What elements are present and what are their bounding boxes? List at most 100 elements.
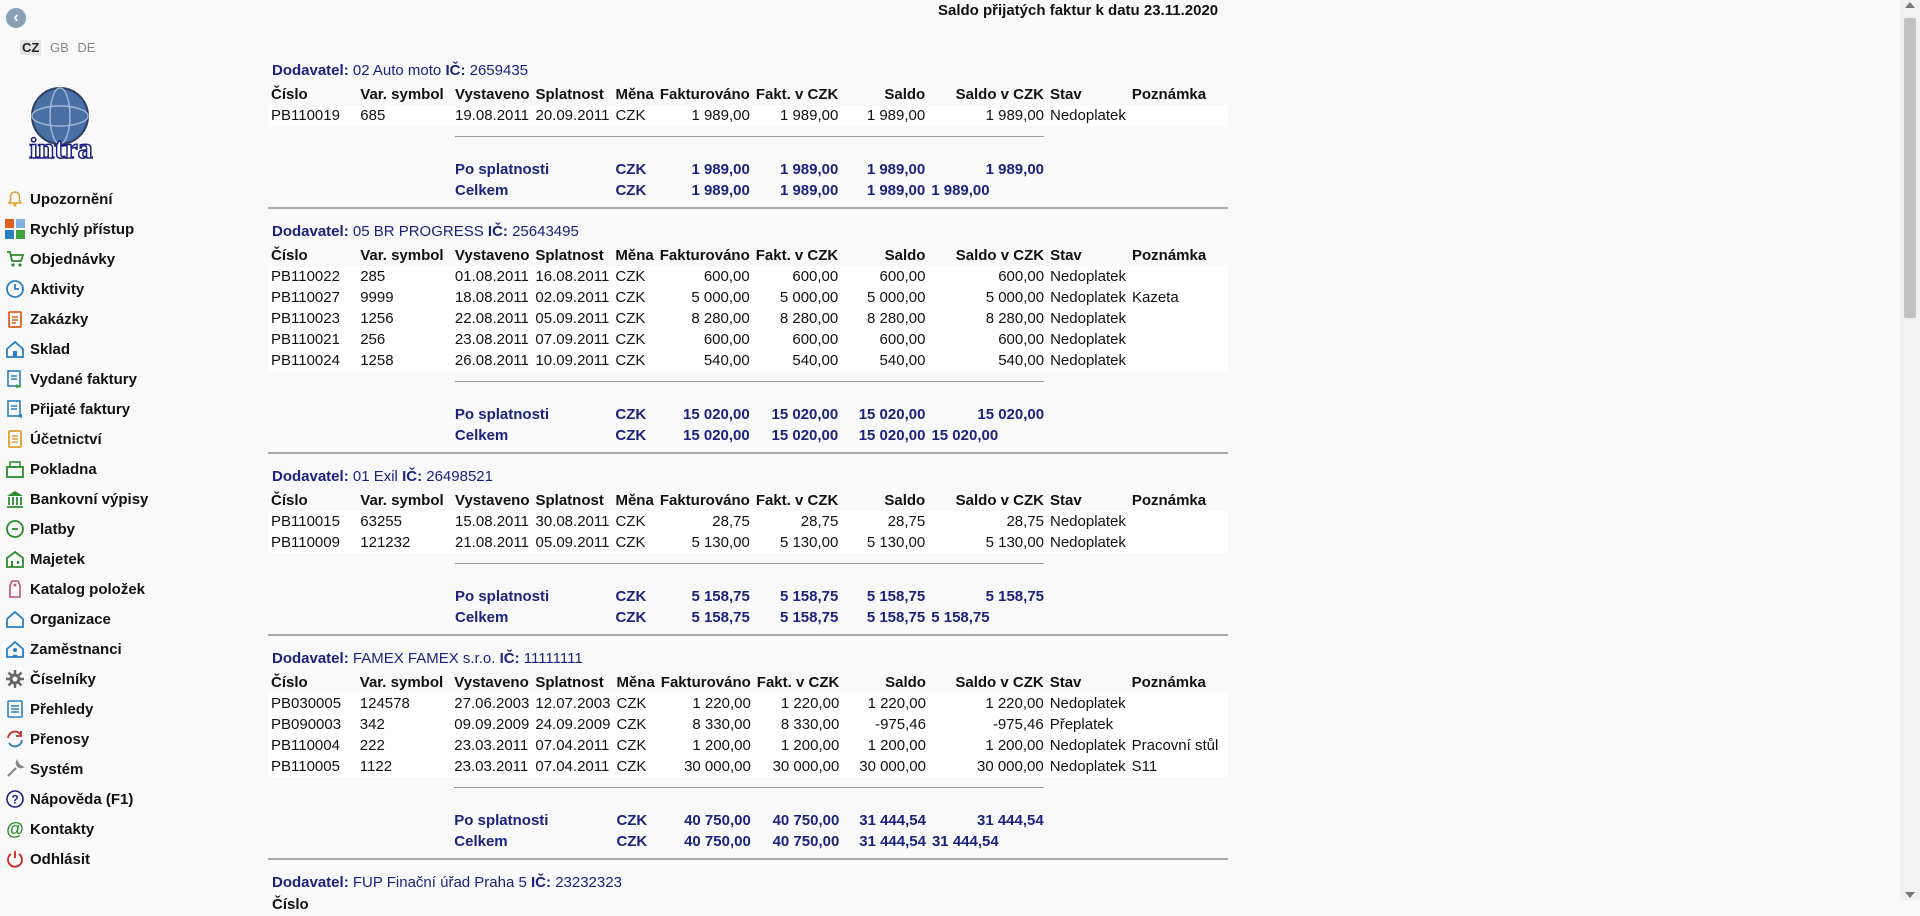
menu-item-15[interactable]: Zaměstnanci bbox=[4, 634, 148, 664]
table-row[interactable]: PB110009 121232 21.08.2011 05.09.2011 CZK 5 1… bbox=[268, 532, 1228, 553]
column-header[interactable]: Poznámka bbox=[1131, 492, 1207, 509]
column-header[interactable]: Vystaveno bbox=[454, 674, 529, 691]
column-header[interactable]: Měna bbox=[615, 86, 654, 103]
column-header[interactable]: Měna bbox=[615, 247, 654, 264]
menu-item-12[interactable]: Majetek bbox=[4, 544, 148, 574]
column-header[interactable]: Poznámka bbox=[1131, 247, 1207, 264]
menu-item-7[interactable]: Přijaté faktury bbox=[4, 394, 148, 424]
column-header[interactable]: Číslo bbox=[271, 247, 308, 264]
intra-logo[interactable]: intra bbox=[18, 84, 104, 166]
column-header[interactable]: Saldo v CZK bbox=[955, 674, 1044, 691]
column-header[interactable]: Var. symbol bbox=[360, 86, 444, 103]
column-header[interactable]: Var. symbol bbox=[360, 492, 444, 509]
summary-cell: 1 989,00 bbox=[866, 161, 926, 178]
column-header[interactable]: Číslo bbox=[271, 492, 308, 509]
table-row[interactable]: PB110005 1122 23.03.2011 07.04.2011 CZK 30 00… bbox=[268, 756, 1228, 777]
menu-item-8[interactable]: Účetnictví bbox=[4, 424, 148, 454]
column-header[interactable]: Fakt. v CZK bbox=[755, 86, 839, 103]
column-header[interactable]: Stav bbox=[1049, 674, 1082, 691]
column-header[interactable]: Číslo bbox=[271, 674, 308, 691]
scroll-up-arrow-icon[interactable] bbox=[1905, 2, 1915, 8]
column-header[interactable]: Saldo bbox=[884, 86, 926, 103]
scroll-thumb[interactable] bbox=[1904, 18, 1916, 318]
column-header[interactable]: Poznámka bbox=[1131, 674, 1206, 691]
menu-item-10[interactable]: Bankovní výpisy bbox=[4, 484, 148, 514]
column-header[interactable]: Stav bbox=[1050, 247, 1082, 264]
table-row[interactable]: PB110004 222 23.03.2011 07.04.2011 CZK 1 200,… bbox=[268, 735, 1228, 756]
scroll-down-arrow-icon[interactable] bbox=[1905, 892, 1915, 898]
table-cell: Nedoplatek bbox=[1046, 735, 1129, 756]
column-header[interactable]: Poznámka bbox=[1131, 86, 1207, 103]
supplier-name[interactable]: FUP Finační úřad Praha 5 bbox=[352, 874, 527, 891]
column-header[interactable]: Splatnost bbox=[535, 492, 604, 509]
table-row[interactable]: PB090003 342 09.09.2009 24.09.2009 CZK 8 330,… bbox=[268, 714, 1228, 735]
menu-item-20[interactable]: ? Nápověda (F1) bbox=[4, 784, 148, 814]
column-header[interactable]: Saldo bbox=[884, 492, 926, 509]
column-header[interactable]: Fakturováno bbox=[659, 247, 750, 264]
column-header[interactable]: Fakturováno bbox=[659, 86, 750, 103]
table-row[interactable]: PB110023 1256 22.08.2011 05.09.2011 CZK 8 280… bbox=[268, 308, 1228, 329]
column-header[interactable]: Saldo bbox=[884, 247, 926, 264]
column-header[interactable]: Číslo bbox=[271, 86, 308, 103]
menu-item-9[interactable]: Pokladna bbox=[4, 454, 148, 484]
supplier-name[interactable]: 01 Exil bbox=[352, 468, 398, 485]
column-header[interactable]: Fakt. v CZK bbox=[755, 247, 839, 264]
menu-item-4[interactable]: Zakázky bbox=[4, 304, 148, 334]
column-header[interactable]: Měna bbox=[615, 492, 654, 509]
column-header[interactable]: Číslo bbox=[272, 896, 309, 913]
column-header[interactable]: Fakt. v CZK bbox=[756, 674, 840, 691]
menu-item-6[interactable]: Vydané faktury bbox=[4, 364, 148, 394]
menu-item-17[interactable]: Přehledy bbox=[4, 694, 148, 724]
menu-item-22[interactable]: Odhlásit bbox=[4, 844, 148, 874]
table-cell bbox=[1128, 308, 1228, 329]
column-header[interactable]: Fakturováno bbox=[660, 674, 751, 691]
table-row[interactable]: PB030005 124578 27.06.2003 12.07.2003 CZK 1 2… bbox=[268, 693, 1228, 714]
table-row[interactable]: PB110019 685 19.08.2011 20.09.2011 CZK 1 989,… bbox=[268, 105, 1228, 126]
column-header[interactable]: Saldo v CZK bbox=[955, 247, 1045, 264]
column-header[interactable]: Vystaveno bbox=[455, 86, 530, 103]
column-header[interactable]: Var. symbol bbox=[359, 674, 444, 691]
vertical-scrollbar[interactable] bbox=[1900, 0, 1920, 900]
lang-gb[interactable]: GB bbox=[49, 40, 69, 55]
menu-item-5[interactable]: Sklad bbox=[4, 334, 148, 364]
menu-item-16[interactable]: Číselníky bbox=[4, 664, 148, 694]
column-header[interactable]: Fakt. v CZK bbox=[755, 492, 839, 509]
table-row[interactable]: PB110024 1258 26.08.2011 10.09.2011 CZK 540,0… bbox=[268, 350, 1228, 371]
menu-item-1[interactable]: Rychlý přístup bbox=[4, 214, 148, 244]
column-header[interactable]: Stav bbox=[1050, 86, 1082, 103]
menu-item-19[interactable]: Systém bbox=[4, 754, 148, 784]
section-divider bbox=[268, 452, 1228, 454]
supplier-name[interactable]: FAMEX FAMEX s.r.o. bbox=[352, 650, 496, 667]
column-header[interactable]: Saldo v CZK bbox=[955, 492, 1044, 509]
column-header[interactable]: Splatnost bbox=[535, 86, 604, 103]
menu-item-3[interactable]: Aktivity bbox=[4, 274, 148, 304]
table-row[interactable]: PB110022 285 01.08.2011 16.08.2011 CZK 600,00… bbox=[268, 266, 1228, 287]
column-header[interactable]: Měna bbox=[616, 674, 655, 691]
column-header[interactable]: Var. symbol bbox=[360, 247, 444, 264]
supplier-name[interactable]: 02 Auto moto bbox=[352, 62, 442, 79]
column-header[interactable]: Vystaveno bbox=[455, 492, 530, 509]
summary-cell: 40 750,00 bbox=[684, 812, 751, 829]
table-row[interactable]: PB110021 256 23.08.2011 07.09.2011 CZK 600,00… bbox=[268, 329, 1228, 350]
column-header[interactable]: Saldo bbox=[885, 674, 926, 691]
column-header[interactable]: Splatnost bbox=[535, 247, 604, 264]
column-header[interactable]: Saldo v CZK bbox=[955, 86, 1044, 103]
menu-item-0[interactable]: Upozornění bbox=[4, 184, 148, 214]
column-header[interactable]: Vystaveno bbox=[454, 247, 530, 264]
lang-cz[interactable]: CZ bbox=[20, 40, 42, 55]
menu-item-11[interactable]: Platby bbox=[4, 514, 148, 544]
back-arrow-icon[interactable]: ‹ bbox=[6, 8, 26, 28]
lang-de[interactable]: DE bbox=[77, 40, 96, 55]
supplier-name[interactable]: 05 BR PROGRESS bbox=[352, 223, 484, 240]
menu-item-14[interactable]: Organizace bbox=[4, 604, 148, 634]
main-menu: Upozornění Rychlý přístup Objednávky Aktivi… bbox=[4, 184, 148, 874]
menu-item-2[interactable]: Objednávky bbox=[4, 244, 148, 274]
menu-item-13[interactable]: Katalog položek bbox=[4, 574, 148, 604]
menu-item-18[interactable]: Přenosy bbox=[4, 724, 148, 754]
column-header[interactable]: Splatnost bbox=[535, 674, 604, 691]
column-header[interactable]: Stav bbox=[1050, 492, 1082, 509]
table-row[interactable]: PB110027 9999 18.08.2011 02.09.2011 CZK 5 000… bbox=[268, 287, 1228, 308]
table-row[interactable]: PB110015 63255 15.08.2011 30.08.2011 CZK 28,7… bbox=[268, 511, 1228, 532]
column-header[interactable]: Fakturováno bbox=[659, 492, 750, 509]
menu-item-21[interactable]: @ Kontakty bbox=[4, 814, 148, 844]
